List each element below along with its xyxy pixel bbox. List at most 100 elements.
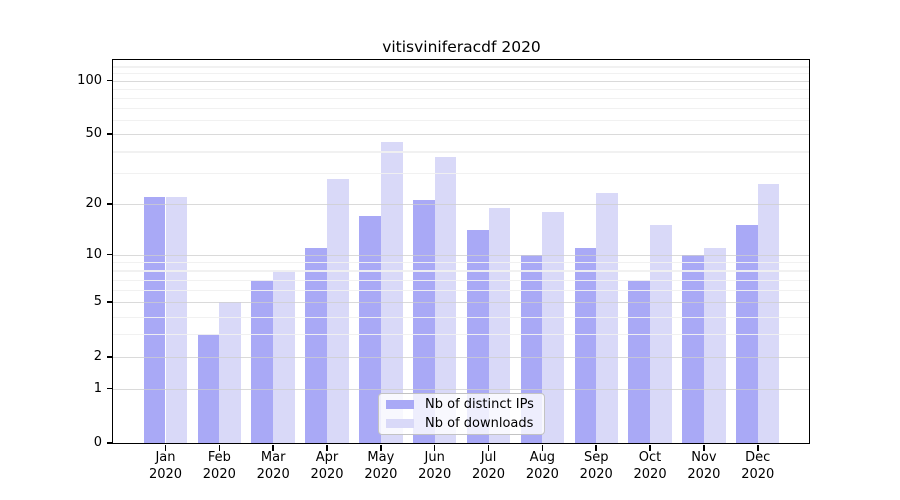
year-label: 2020 [633,466,667,482]
legend-label-distinct-ips: Nb of distinct IPs [425,397,534,412]
x-tick-label-nov: Nov 2020 [674,450,734,483]
year-label: 2020 [148,466,183,482]
year-label: 2020 [364,466,398,482]
month-label: Dec [745,450,771,465]
gridline-minor [113,279,810,281]
gridline-major [113,134,810,136]
y-tick-label: 0 [93,435,102,450]
bar-nb-of-downloads-feb [219,302,242,444]
y-tick-mark [106,203,113,205]
x-tick-label-feb: Feb 2020 [189,450,249,483]
y-tick-mark [106,79,113,82]
legend-item-downloads: Nb of downloads [386,416,544,431]
y-tick-label: 2 [93,348,102,364]
month-label: Sep [583,450,609,465]
legend: Nb of distinct IPs Nb of downloads [378,393,545,435]
x-tick-label-aug: Aug 2020 [512,450,572,483]
bar-nb-of-distinct-ips-apr [305,247,327,444]
gridline-minor [113,97,810,100]
year-label: 2020 [687,466,721,482]
x-tick-mark [703,444,705,451]
month-label: Jun [424,450,445,465]
y-tick-label: 100 [77,72,102,88]
x-tick-mark [649,444,651,451]
y-tick-mark [106,355,113,358]
y-tick-label: 5 [93,294,102,310]
x-tick-label-jan: Jan 2020 [136,450,196,483]
legend-swatch-distinct-ips [386,400,414,409]
bar-nb-of-downloads-nov [703,247,726,444]
x-tick-mark [272,444,274,451]
year-label: 2020 [418,466,452,482]
x-tick-mark [595,444,597,451]
gridline-major [113,302,810,304]
bar-nb-of-distinct-ips-nov [682,254,704,444]
x-tick-mark [164,444,167,451]
gridline-minor [113,66,810,68]
x-tick-mark [756,444,759,451]
year-label: 2020 [256,466,290,482]
gridline-major [113,203,810,206]
bar-nb-of-distinct-ips-oct [628,279,651,444]
y-tick-mark [106,133,113,135]
gridline-minor [113,270,810,272]
x-tick-label-may: May 2020 [351,450,411,483]
gridline-major [113,356,810,358]
x-tick-label-oct: Oct 2020 [620,450,680,483]
bar-nb-of-downloads-jun [434,157,457,444]
month-label: Jul [480,450,497,465]
x-tick-mark [541,444,544,451]
x-tick-mark [433,444,436,451]
year-label: 2020 [741,466,775,482]
year-label: 2020 [525,466,559,482]
year-label: 2020 [471,466,506,482]
gridline-minor [113,88,810,90]
gridline-minor [113,290,810,292]
month-label: Feb [207,450,231,465]
legend-item-distinct-ips: Nb of distinct IPs [386,397,544,412]
gridline-minor [113,151,810,153]
legend-swatch-downloads [386,419,414,428]
y-tick-label: 10 [85,246,102,262]
month-label: Jan [155,450,176,465]
gridline-minor [113,173,810,175]
bar-nb-of-distinct-ips-jun [413,200,435,444]
bar-nb-of-downloads-jul [488,207,511,444]
month-label: May [367,450,395,465]
x-tick-label-dec: Dec 2020 [728,450,788,483]
y-tick-label: 1 [93,380,102,396]
bar-nb-of-distinct-ips-may [359,215,381,444]
month-label: Oct [638,450,662,465]
x-tick-mark [487,444,490,451]
gridline-minor [113,262,810,264]
x-tick-label-mar: Mar 2020 [243,450,303,483]
chart-title: vitisviniferacdf 2020 [382,38,541,56]
x-tick-mark [326,444,328,451]
gridline-minor [113,316,810,318]
gridline-major [113,80,810,82]
x-tick-label-apr: Apr 2020 [297,450,357,483]
bar-nb-of-downloads-dec [757,184,780,444]
x-tick-label-jul: Jul 2020 [459,450,519,483]
month-label: Nov [691,450,717,465]
x-tick-mark [380,444,382,451]
y-tick-mark [106,442,113,444]
bar-nb-of-downloads-jan [165,196,188,444]
bar-nb-of-distinct-ips-jan [143,196,166,444]
month-label: Aug [529,450,556,465]
bar-nb-of-downloads-sep [596,193,618,444]
y-tick-mark [106,253,113,256]
year-label: 2020 [202,466,236,482]
x-tick-label-sep: Sep 2020 [566,450,626,483]
gridline-minor [113,108,810,110]
bar-nb-of-downloads-apr [327,178,349,444]
gridline-major [113,254,810,256]
gridline-minor [113,334,810,336]
bar-nb-of-downloads-may [380,142,403,444]
gridline-minor [113,120,810,122]
x-tick-mark [218,444,221,451]
y-tick-mark [106,387,113,390]
bar-nb-of-distinct-ips-jul [466,230,489,444]
bar-nb-of-downloads-aug [542,211,565,444]
